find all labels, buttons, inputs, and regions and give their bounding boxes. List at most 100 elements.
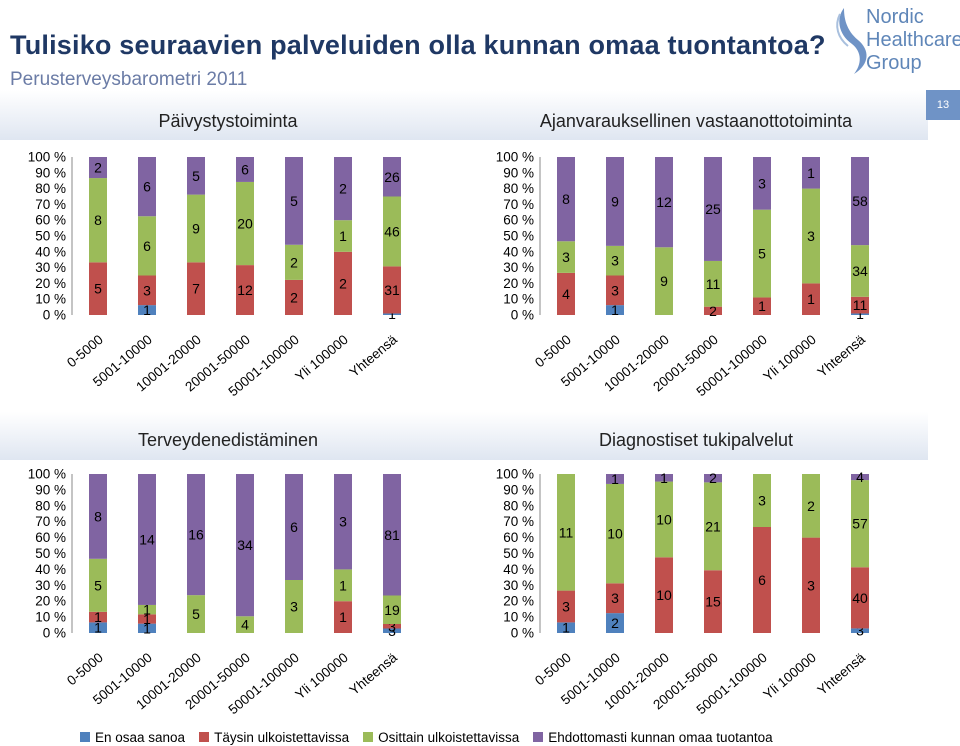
- data-label: 14: [139, 531, 155, 547]
- y-tick-label: 80 %: [503, 181, 534, 196]
- y-tick-label: 30 %: [503, 578, 534, 593]
- data-label: 1: [562, 620, 570, 636]
- bar-segment-1-1: [138, 275, 156, 306]
- y-tick-label: 10 %: [35, 610, 66, 625]
- chart-3: 0 %10 %20 %30 %40 %50 %60 %70 %80 %90 %1…: [496, 467, 869, 717]
- data-label: 9: [611, 193, 619, 209]
- data-label: 6: [143, 179, 151, 195]
- y-tick-label: 0 %: [43, 308, 66, 323]
- bar-segment-2-1: [138, 216, 156, 276]
- bar-segment-1-5: [802, 283, 820, 315]
- y-tick-label: 50 %: [35, 546, 66, 561]
- bar-segment-3-6: [851, 474, 869, 481]
- y-tick-label: 20 %: [503, 594, 534, 609]
- x-tick-label: Yhteensä: [815, 649, 869, 697]
- data-label: 3: [758, 175, 766, 191]
- y-tick-label: 100 %: [28, 467, 66, 482]
- bar-segment-1-0: [557, 590, 575, 623]
- page-title: Tulisiko seuraavien palveluiden olla kun…: [10, 30, 826, 60]
- bar-segment-2-6: [383, 196, 401, 267]
- bar-segment-3-4: [285, 474, 303, 580]
- legend-item-en-osaa-sanoa: En osaa sanoa: [80, 730, 185, 745]
- data-label: 8: [94, 508, 102, 524]
- data-label: 21: [705, 518, 721, 534]
- y-tick-label: 40 %: [503, 244, 534, 259]
- bar-segment-1-6: [383, 624, 401, 629]
- data-label: 6: [143, 238, 151, 254]
- data-label: 7: [192, 281, 200, 297]
- bar-segment-2-1: [606, 483, 624, 584]
- data-label: 1: [143, 620, 151, 636]
- bar-segment-3-0: [557, 157, 575, 242]
- data-label: 57: [852, 516, 868, 532]
- swoosh-logo-icon: [836, 8, 867, 74]
- y-tick-label: 70 %: [35, 514, 66, 529]
- data-label: 8: [562, 191, 570, 207]
- bar-segment-1-5: [334, 601, 352, 633]
- bar-segment-1-6: [383, 266, 401, 314]
- bar-segment-1-4: [285, 279, 303, 315]
- bar-segment-0-6: [383, 313, 401, 315]
- y-tick-label: 10 %: [503, 292, 534, 307]
- bar-segment-2-0: [89, 558, 107, 612]
- bar-segment-1-5: [802, 537, 820, 633]
- data-label: 5: [192, 606, 200, 622]
- header-band: [0, 90, 928, 140]
- bar-segment-3-4: [753, 157, 771, 210]
- legend-item-osittain: Osittain ulkoistettavissa: [363, 730, 519, 745]
- bar-segment-3-6: [851, 157, 869, 246]
- y-tick-label: 70 %: [35, 197, 66, 212]
- x-tick-label: 0-5000: [532, 332, 574, 371]
- bar-segment-2-0: [557, 241, 575, 273]
- y-tick-label: 80 %: [35, 498, 66, 513]
- data-label: 8: [94, 212, 102, 228]
- bar-segment-0-1: [606, 305, 624, 315]
- data-label: 19: [384, 602, 400, 618]
- data-label: 2: [290, 254, 298, 270]
- y-tick-label: 70 %: [503, 197, 534, 212]
- y-tick-label: 10 %: [35, 292, 66, 307]
- bar-segment-0-6: [851, 628, 869, 633]
- data-label: 20: [237, 216, 253, 232]
- bar-segment-2-2: [655, 247, 673, 315]
- bar-segment-0-0: [89, 622, 107, 633]
- data-label: 6: [241, 161, 249, 177]
- bar-segment-2-2: [655, 481, 673, 558]
- y-tick-label: 30 %: [35, 578, 66, 593]
- y-tick-label: 30 %: [35, 260, 66, 275]
- bar-segment-0-0: [557, 622, 575, 633]
- data-label: 11: [559, 524, 574, 540]
- data-label: 2: [709, 303, 717, 319]
- bar-segment-0-6: [383, 628, 401, 633]
- data-label: 15: [705, 594, 721, 610]
- bar-segment-1-0: [557, 272, 575, 315]
- logo-line-nordic: Nordic: [866, 6, 924, 28]
- data-label: 5: [94, 281, 102, 297]
- y-tick-label: 40 %: [503, 562, 534, 577]
- x-tick-label: Yli 100000: [292, 332, 351, 385]
- y-tick-label: 90 %: [503, 482, 534, 497]
- x-tick-label: Yhteensä: [347, 331, 401, 379]
- bar-segment-1-3: [236, 265, 254, 315]
- legend-label: Täysin ulkoistettavissa: [214, 729, 350, 745]
- bar-segment-3-6: [383, 474, 401, 596]
- y-tick-label: 20 %: [35, 276, 66, 291]
- legend-label: Osittain ulkoistettavissa: [378, 729, 520, 745]
- bar-segment-3-3: [236, 474, 254, 617]
- bar-segment-3-5: [334, 157, 352, 221]
- bar-segment-3-2: [655, 474, 673, 482]
- data-label: 10: [656, 587, 672, 603]
- data-label: 3: [388, 618, 396, 634]
- bar-segment-2-5: [802, 188, 820, 284]
- data-label: 3: [611, 590, 619, 606]
- page-subtitle: Perusterveysbarometri 2011: [10, 69, 248, 90]
- bar-segment-1-4: [753, 527, 771, 633]
- y-tick-label: 0 %: [43, 626, 66, 641]
- legend: En osaa sanoa Täysin ulkoistettavissa Os…: [80, 728, 840, 746]
- bar-segment-1-2: [187, 262, 205, 315]
- legend-swatch-red: [199, 732, 210, 742]
- bar-segment-2-6: [383, 595, 401, 624]
- data-label: 2: [611, 615, 619, 631]
- data-label: 1: [143, 302, 151, 318]
